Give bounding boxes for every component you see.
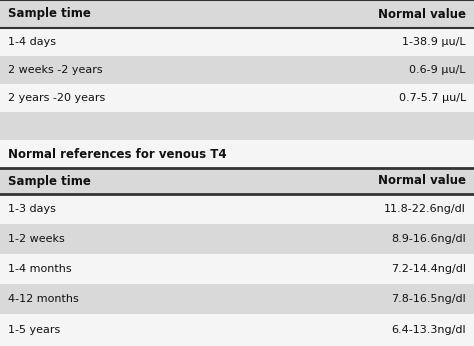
Bar [0, 314, 474, 346]
Text: Normal value: Normal value [378, 8, 466, 20]
Text: Sample time: Sample time [8, 8, 91, 20]
Text: 1-38.9 μu/L: 1-38.9 μu/L [402, 37, 466, 47]
Text: 0.6-9 μu/L: 0.6-9 μu/L [410, 65, 466, 75]
Bar [0, 284, 474, 314]
Text: Normal value: Normal value [378, 174, 466, 188]
Text: 7.2-14.4ng/dl: 7.2-14.4ng/dl [391, 264, 466, 274]
Text: Normal references for venous T4: Normal references for venous T4 [8, 147, 227, 161]
Bar [0, 194, 474, 224]
Text: 6.4-13.3ng/dl: 6.4-13.3ng/dl [392, 325, 466, 335]
Text: 11.8-22.6ng/dl: 11.8-22.6ng/dl [384, 204, 466, 214]
Bar [0, 224, 474, 254]
Bar [0, 84, 474, 112]
Text: 8.9-16.6ng/dl: 8.9-16.6ng/dl [391, 234, 466, 244]
Text: 0.7-5.7 μu/L: 0.7-5.7 μu/L [399, 93, 466, 103]
Text: Sample time: Sample time [8, 174, 91, 188]
Text: 2 years -20 years: 2 years -20 years [8, 93, 105, 103]
Text: 1-2 weeks: 1-2 weeks [8, 234, 65, 244]
Bar [0, 168, 474, 194]
Text: 4-12 months: 4-12 months [8, 294, 79, 304]
Bar [0, 254, 474, 284]
Text: 1-4 days: 1-4 days [8, 37, 56, 47]
Bar [0, 0, 474, 28]
Bar [0, 140, 474, 168]
Text: 1-5 years: 1-5 years [8, 325, 60, 335]
Text: 7.8-16.5ng/dl: 7.8-16.5ng/dl [391, 294, 466, 304]
Text: 1-4 months: 1-4 months [8, 264, 72, 274]
Text: 2 weeks -2 years: 2 weeks -2 years [8, 65, 103, 75]
Bar [0, 112, 474, 140]
Text: 1-3 days: 1-3 days [8, 204, 56, 214]
Bar [0, 56, 474, 84]
Bar [0, 28, 474, 56]
